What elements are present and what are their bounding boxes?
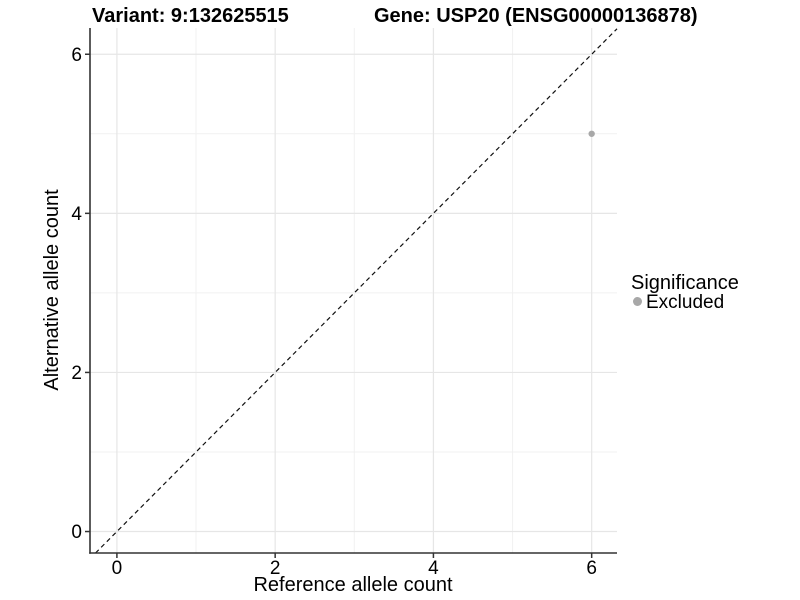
x-tick-label: 6 [586,558,597,579]
gridlines-major [90,28,617,553]
data-points [588,130,595,137]
x-tick-label: 2 [270,558,281,579]
legend: Significance Excluded [631,272,739,313]
x-tick-label: 4 [428,558,439,579]
legend-title: Significance [631,272,739,294]
legend-label-excluded: Excluded [646,292,724,313]
x-axis-title: Reference allele count [253,574,452,596]
tick-marks [85,53,593,558]
y-tick-label: 0 [71,522,82,543]
plot-title-gene: Gene: USP20 (ENSG00000136878) [374,5,698,27]
axis-lines [89,28,617,554]
y-axis-title: Alternative allele count [41,189,63,391]
y-tick-label: 4 [71,204,82,225]
data-point [588,130,595,137]
tick-labels: 0 2 4 6 0 2 4 6 [71,45,597,579]
gridlines-minor [90,28,617,553]
legend-marker-excluded-icon [633,297,642,306]
y-tick-label: 2 [71,363,82,384]
x-tick-label: 0 [112,558,123,579]
identity-dashed-line [95,28,618,554]
plot-title-variant: Variant: 9:132625515 [92,5,289,27]
y-tick-label: 6 [71,45,82,66]
